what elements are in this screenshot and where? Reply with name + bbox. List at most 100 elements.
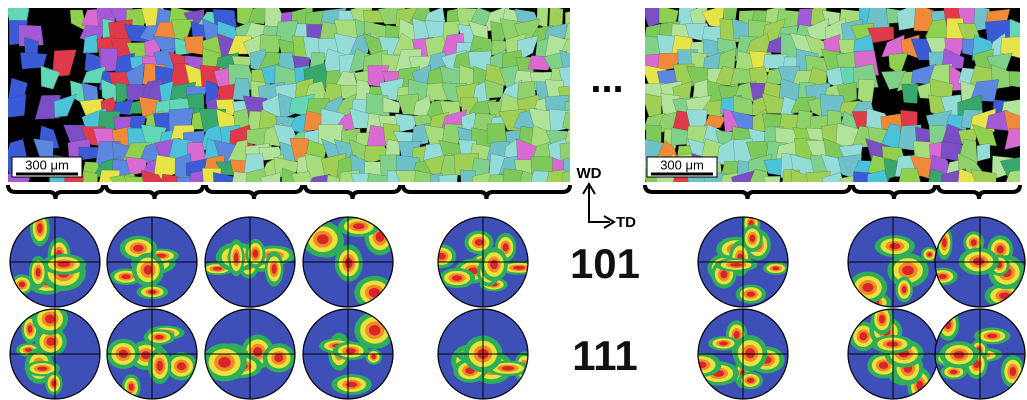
brace (206, 185, 302, 199)
contour (253, 249, 259, 257)
contour (502, 366, 515, 370)
contour (317, 234, 329, 244)
grain (902, 84, 918, 104)
contour (369, 325, 380, 336)
contour (272, 264, 277, 274)
contour (121, 274, 130, 279)
contour (747, 291, 756, 296)
pole-figure (302, 216, 396, 310)
contour (133, 245, 144, 252)
contour (720, 270, 727, 278)
contour (155, 335, 164, 339)
contour (371, 355, 376, 359)
contour (734, 331, 740, 339)
contour (177, 362, 186, 370)
brace (938, 185, 1020, 199)
contour (973, 258, 984, 266)
grain (184, 36, 206, 55)
contour (859, 332, 867, 340)
pole-figure (202, 309, 295, 399)
contour (954, 351, 965, 359)
contour (1010, 367, 1017, 376)
brace (8, 185, 103, 199)
brace (853, 185, 935, 199)
contour (997, 245, 1004, 253)
brace (106, 185, 203, 199)
contour (902, 286, 907, 293)
pole-figure (107, 217, 197, 307)
contour (51, 380, 56, 387)
contour (942, 238, 947, 248)
contour (37, 366, 47, 370)
contour (747, 378, 754, 383)
contour (863, 283, 874, 292)
contour (490, 260, 498, 270)
brace (305, 185, 400, 199)
brace (645, 185, 850, 199)
contour (938, 274, 946, 279)
scale-bar-label: 300 μm (25, 157, 69, 172)
contour (218, 357, 231, 368)
contour (213, 267, 222, 271)
grain (977, 143, 990, 161)
pole-figure (698, 211, 789, 307)
contour (745, 348, 755, 358)
contour (987, 334, 997, 339)
pole-figure (303, 309, 395, 399)
contour (889, 243, 900, 249)
grain (1009, 71, 1027, 87)
ebsd-map (4, 3, 587, 197)
contour (749, 234, 755, 242)
scale-bar-label: 300 μm (660, 157, 704, 172)
contour (887, 341, 899, 346)
contour (503, 243, 509, 251)
contour (730, 263, 742, 267)
ellipsis: ... (590, 57, 623, 101)
pole-figure (107, 309, 198, 400)
grain (763, 176, 780, 192)
pole-figure (427, 217, 541, 307)
contour (346, 348, 356, 353)
row-label: 111 (572, 332, 637, 379)
contour (879, 315, 885, 324)
contour (19, 282, 25, 288)
pole-figures (10, 210, 1025, 400)
contour (772, 267, 779, 271)
brace (403, 185, 570, 199)
pole-figure (10, 210, 100, 307)
contour (46, 338, 55, 346)
contour (999, 292, 1010, 299)
contour (345, 258, 353, 268)
contour (475, 239, 483, 246)
contour (353, 223, 365, 229)
axis-wd: WD (577, 165, 602, 182)
pole-figure (934, 308, 1025, 399)
contour (274, 354, 283, 362)
contour (37, 223, 43, 233)
pole-figure (679, 309, 788, 399)
contour (144, 265, 153, 275)
contour (253, 347, 262, 357)
pole-figure (848, 303, 938, 400)
axis-td: TD (616, 214, 636, 231)
contour (28, 325, 33, 333)
contour (513, 266, 525, 270)
pole-figure (10, 303, 100, 399)
ebsd-maps (4, 3, 1027, 197)
grain (642, 93, 662, 116)
figure: 300 μm 300 μm ... WD TD 101 111 (0, 0, 1027, 400)
grain (159, 174, 178, 193)
contour (452, 275, 462, 281)
contour (45, 314, 55, 323)
pole-figure (927, 217, 1025, 308)
contour (879, 362, 888, 369)
contour (156, 361, 163, 371)
contour (234, 253, 239, 264)
contour (971, 239, 977, 245)
contour (902, 266, 914, 276)
axis-arrows (583, 184, 614, 228)
pole-figure (201, 217, 296, 307)
contour (719, 341, 728, 345)
contour (916, 380, 923, 390)
pole-figure (848, 217, 938, 312)
